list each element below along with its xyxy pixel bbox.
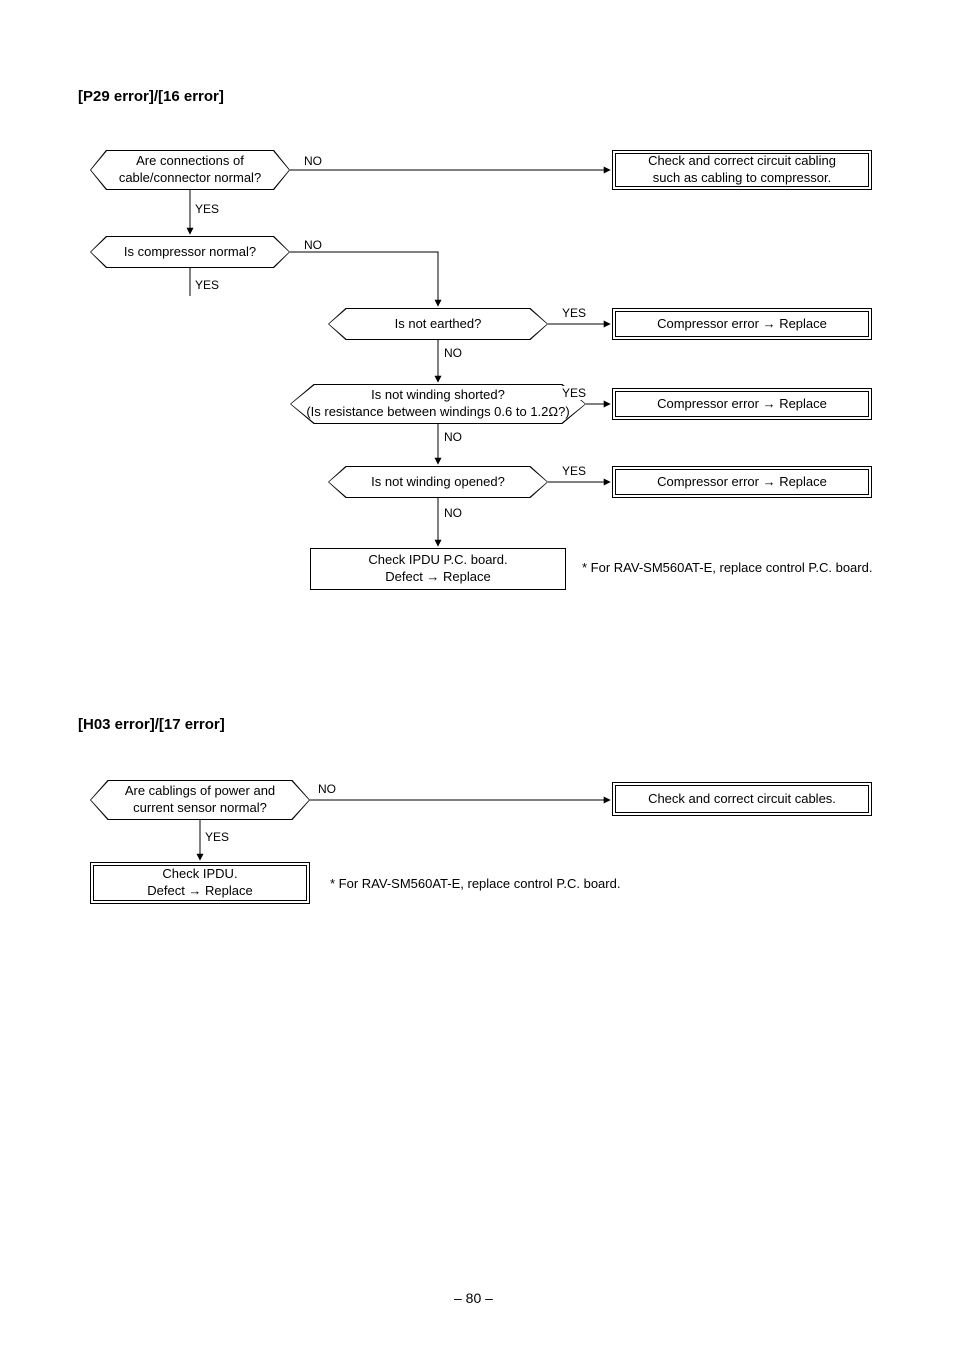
process-check-ipdu2-l1: Check IPDU. — [147, 866, 253, 883]
decision-winding-shorted-l2: (Is resistance between windings 0.6 to 1… — [306, 404, 569, 421]
flowchart-arrows — [0, 0, 954, 1348]
label-no: NO — [444, 346, 462, 360]
label-yes: YES — [195, 202, 219, 216]
label-yes: YES — [562, 306, 586, 320]
process-check-ipdu-2: Check IPDU. Defect → Replace — [90, 862, 310, 904]
label-yes: YES — [205, 830, 229, 844]
decision-not-earthed: Is not earthed? — [328, 308, 548, 340]
decision-compressor-normal: Is compressor normal? — [90, 236, 290, 268]
action-comp-replace-3: Compressor error → Replace — [612, 466, 872, 498]
action-correct-cabling: Check and correct circuit cabling such a… — [612, 150, 872, 190]
label-yes: YES — [562, 464, 586, 478]
note-replace-control-board-1: * For RAV-SM560AT-E, replace control P.C… — [582, 560, 872, 575]
label-no: NO — [444, 430, 462, 444]
page-number: – 80 – — [454, 1290, 493, 1306]
note-replace-control-board-2: * For RAV-SM560AT-E, replace control P.C… — [330, 876, 620, 891]
decision-winding-shorted: Is not winding shorted? (Is resistance b… — [290, 384, 586, 424]
action-correct-cables-2: Check and correct circuit cables. — [612, 782, 872, 816]
decision-winding-shorted-l1: Is not winding shorted? — [306, 387, 569, 404]
action-comp-replace-2: Compressor error → Replace — [612, 388, 872, 420]
label-yes: YES — [195, 278, 219, 292]
process-check-ipdu2-l2: Defect → Replace — [147, 883, 253, 900]
label-no: NO — [444, 506, 462, 520]
decision-cable-connector: Are connections of cable/connector norma… — [90, 150, 290, 190]
action-comp-replace-1: Compressor error → Replace — [612, 308, 872, 340]
label-no: NO — [318, 782, 336, 796]
heading-h03: [H03 error]/[17 error] — [78, 716, 225, 733]
process-check-ipdu-l1: Check IPDU P.C. board. — [368, 552, 507, 569]
heading-p29: [P29 error]/[16 error] — [78, 88, 224, 105]
decision-winding-opened: Is not winding opened? — [328, 466, 548, 498]
label-no: NO — [304, 238, 322, 252]
label-no: NO — [304, 154, 322, 168]
process-check-ipdu-l2: Defect → Replace — [368, 569, 507, 586]
decision-cablings-power-sensor: Are cablings of power and current sensor… — [90, 780, 310, 820]
process-check-ipdu-board: Check IPDU P.C. board. Defect → Replace — [310, 548, 566, 590]
